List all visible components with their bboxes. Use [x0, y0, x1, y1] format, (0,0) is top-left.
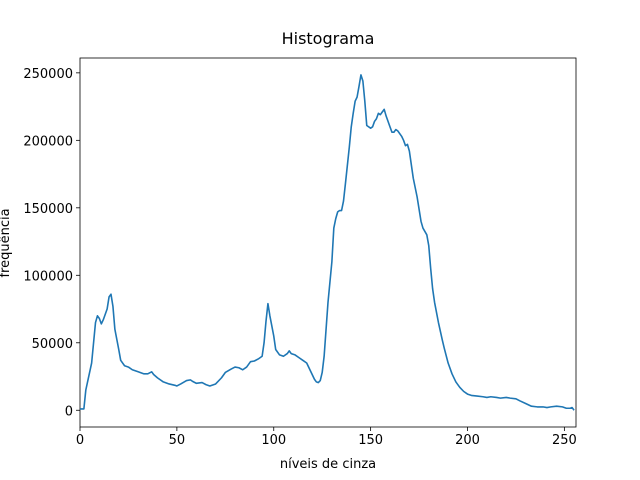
y-tick-label: 250000	[23, 67, 73, 82]
y-tick-label: 100000	[23, 269, 73, 284]
x-tick-label: 200	[455, 433, 480, 448]
data-line	[80, 74, 575, 411]
x-tick-label: 100	[261, 433, 286, 448]
x-axis-label: níveis de cinza	[280, 457, 376, 472]
y-tick-label: 150000	[23, 202, 73, 217]
plot-frame	[79, 57, 577, 428]
y-tick-label: 0	[65, 404, 73, 419]
x-tick-label: 150	[358, 433, 383, 448]
y-axis-label: frequência	[0, 208, 13, 277]
x-tick-label: 50	[169, 433, 186, 448]
y-tick-label: 50000	[32, 337, 73, 352]
x-tick-label: 250	[552, 433, 577, 448]
x-tick-label: 0	[76, 433, 84, 448]
y-tick-label: 200000	[23, 134, 73, 149]
chart-title: Histograma	[282, 29, 375, 48]
